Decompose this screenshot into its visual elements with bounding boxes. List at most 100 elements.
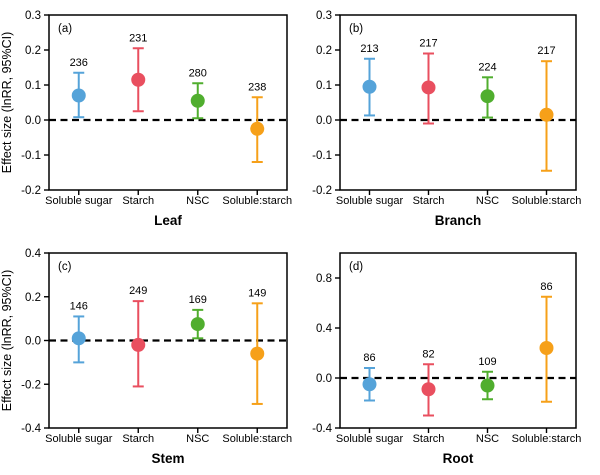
category-label: Starch <box>413 433 445 445</box>
mean-point <box>539 107 554 122</box>
sample-size-label: 249 <box>129 285 147 297</box>
sample-size-label: 146 <box>70 300 88 312</box>
y-axis-label: Effect size (lnRR, 95%CI) <box>0 32 14 173</box>
category-label: Starch <box>413 195 445 207</box>
category-label: NSC <box>186 433 209 445</box>
category-label: Soluble sugar <box>45 195 113 207</box>
organ-title: Leaf <box>154 213 182 228</box>
sample-size-label: 109 <box>478 356 496 368</box>
sample-size-label: 82 <box>422 348 434 360</box>
y-tick-label: -0.2 <box>312 185 332 197</box>
y-tick-label: 0.8 <box>316 273 332 285</box>
mean-point <box>131 337 146 352</box>
plot-box <box>48 14 288 191</box>
category-label: Soluble:starch <box>222 195 292 207</box>
mean-point <box>131 72 146 87</box>
mean-point <box>362 79 377 94</box>
y-tick-label: -0.1 <box>21 150 41 162</box>
sample-size-label: 238 <box>248 81 266 93</box>
organ-title: Branch <box>435 213 482 228</box>
panel-c-stem-chart: 0.4 0.2 0.0 -0.2 -0.4 (c) Effect size (lnRR, 9… <box>0 248 292 466</box>
category-label: Soluble sugar <box>45 433 113 445</box>
mean-point <box>250 121 265 136</box>
y-tick-label: 0.2 <box>25 292 41 304</box>
effect-size-point <box>190 82 205 120</box>
category-label: Starch <box>122 433 154 445</box>
plot-box <box>339 14 577 191</box>
category-label: Starch <box>122 195 154 207</box>
panel-letter: (c) <box>58 261 72 273</box>
y-tick-label: -0.4 <box>312 423 332 435</box>
y-tick-label: 0.4 <box>25 248 42 260</box>
y-tick-label: 0.0 <box>316 115 332 127</box>
effect-size-point <box>480 370 495 401</box>
category-label: Soluble:starch <box>222 433 292 445</box>
mean-point <box>190 317 205 332</box>
sample-size-label: 217 <box>419 38 437 50</box>
category-label: Soluble:starch <box>512 433 582 445</box>
y-tick-label: 0.3 <box>25 10 41 22</box>
category-label: NSC <box>476 195 499 207</box>
sample-size-label: 86 <box>363 352 375 364</box>
effect-size-point <box>250 96 265 163</box>
effect-size-point <box>480 76 495 119</box>
effect-size-point <box>190 308 205 340</box>
mean-point <box>71 88 86 103</box>
panel-letter: (d) <box>349 261 363 273</box>
y-tick-label: 0.0 <box>25 115 41 127</box>
effect-size-point <box>131 47 146 113</box>
sample-size-label: 231 <box>129 32 147 44</box>
mean-point <box>539 341 554 355</box>
y-tick-label: 0.2 <box>25 45 41 57</box>
effect-size-point <box>362 367 377 402</box>
panel-d-root-chart: 0.8 0.4 0.0 -0.4 (d) Soluble sugar 86 Starch 82 N… <box>312 252 582 466</box>
y-tick-label: 0.2 <box>316 45 332 57</box>
y-tick-label: 0.4 <box>316 323 333 335</box>
sample-size-label: 169 <box>189 294 207 306</box>
y-tick-label: -0.4 <box>21 423 41 435</box>
category-label: Soluble:starch <box>512 195 582 207</box>
effect-size-point <box>71 315 86 364</box>
effect-size-point <box>250 302 265 405</box>
category-label: NSC <box>186 195 209 207</box>
mean-point <box>480 89 495 104</box>
mean-point <box>250 346 265 361</box>
y-tick-label: 0.1 <box>316 80 332 92</box>
y-tick-label: -0.1 <box>312 150 332 162</box>
sample-size-label: 236 <box>70 57 88 69</box>
sample-size-label: 224 <box>478 61 496 73</box>
mean-point <box>362 377 377 392</box>
effect-size-point <box>421 52 436 125</box>
y-tick-label: 0.3 <box>316 10 332 22</box>
y-axis-label: Effect size (lnRR, 95%CI) <box>0 270 14 411</box>
category-label: NSC <box>476 433 499 445</box>
mean-point <box>421 80 436 95</box>
mean-point <box>71 331 86 346</box>
y-tick-label: -0.2 <box>21 185 41 197</box>
y-tick-label: 0.0 <box>25 336 41 348</box>
effect-size-point <box>131 300 146 388</box>
mean-point <box>190 93 205 108</box>
sample-size-label: 86 <box>540 281 552 293</box>
mean-point <box>480 378 495 393</box>
organ-title: Stem <box>151 451 184 466</box>
effect-size-point <box>539 295 554 403</box>
effect-size-point <box>539 60 554 172</box>
category-label: Soluble sugar <box>336 433 404 445</box>
panel-b-branch-chart: 0.3 0.2 0.1 0.0 -0.1 -0.2 (b) Soluble sugar 213 S… <box>312 10 582 228</box>
plot-box <box>339 252 577 429</box>
category-label: Soluble sugar <box>336 195 404 207</box>
panel-letter: (a) <box>58 23 72 35</box>
mean-point <box>421 382 436 397</box>
panel-letter: (b) <box>349 23 363 35</box>
y-tick-label: 0.1 <box>25 80 41 92</box>
sample-size-label: 213 <box>360 43 378 55</box>
organ-title: Root <box>443 451 474 466</box>
effect-size-point <box>71 71 86 119</box>
effect-size-point <box>421 363 436 417</box>
y-tick-label: -0.2 <box>21 379 41 391</box>
sample-size-label: 217 <box>537 45 555 57</box>
sample-size-label: 149 <box>248 287 266 299</box>
y-tick-label: 0.0 <box>316 373 332 385</box>
